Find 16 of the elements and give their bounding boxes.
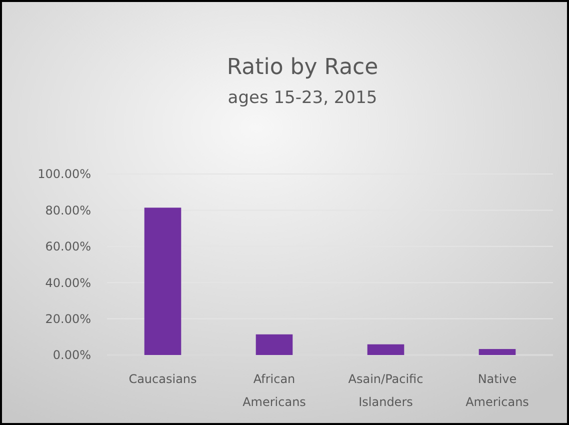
y-tick-label: 0.00% [52,348,91,362]
bar [144,208,182,355]
x-tick-label: Caucasians [128,372,197,386]
y-tick-label: 60.00% [45,240,91,254]
bar [478,349,516,355]
y-tick-label: 20.00% [45,312,91,326]
x-tick-label: Asain/Pacific Islanders [348,372,424,409]
y-tick-label: 80.00% [45,203,91,218]
y-tick-label: 40.00% [45,276,91,290]
x-tick-label: African Americans [242,372,306,409]
chart-title: Ratio by Race [226,55,378,80]
chart-subtitle: ages 15-23, 2015 [228,88,378,108]
x-tick-label: Native Americans [466,372,529,409]
bar [256,334,293,355]
y-tick-label: 100.00% [38,167,91,182]
bar [367,344,404,355]
